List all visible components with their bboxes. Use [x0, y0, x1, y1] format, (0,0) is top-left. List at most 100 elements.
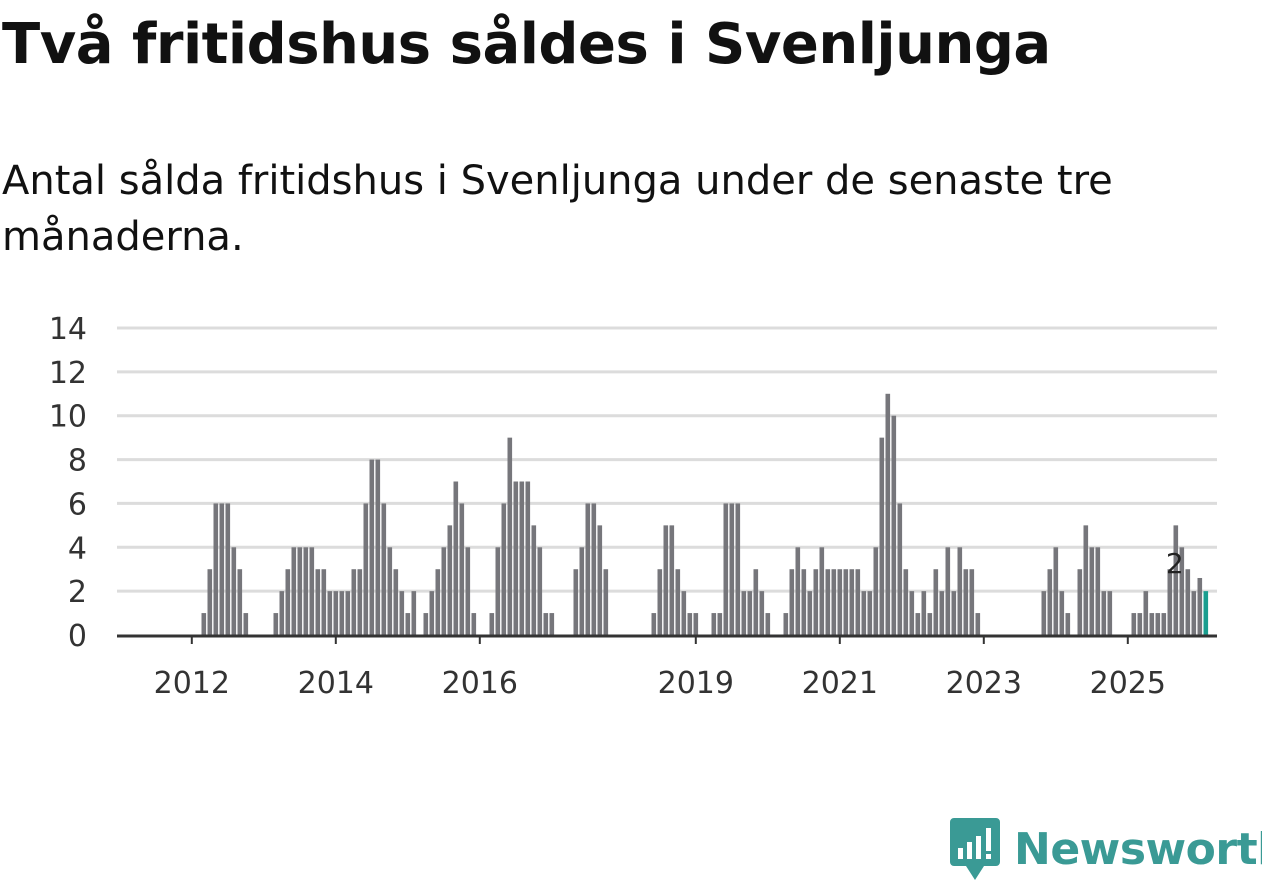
bar: [339, 591, 345, 635]
bar: [1185, 569, 1191, 635]
bar: [357, 569, 363, 635]
bar: [825, 569, 831, 635]
x-tick-label: 2016: [442, 666, 518, 701]
x-axis: 2012 2014 2016 2019 2021 2023 2025: [117, 634, 1217, 701]
bar: [693, 613, 699, 635]
brand-logo: Newsworthy: [950, 818, 1262, 880]
x-tick-label: 2019: [658, 666, 734, 701]
bar: [207, 569, 213, 635]
bar: [327, 591, 333, 635]
bar: [381, 503, 387, 635]
bar: [915, 613, 921, 635]
bar: [297, 547, 303, 635]
bar: [885, 393, 891, 635]
bar: [1083, 525, 1089, 635]
y-tick-label: 6: [68, 487, 87, 522]
bar: [897, 503, 903, 635]
bar: [675, 569, 681, 635]
bar: [279, 591, 285, 635]
bar: [687, 613, 693, 635]
bar: [573, 569, 579, 635]
bar: [579, 547, 585, 635]
bar: [843, 569, 849, 635]
bar: [441, 547, 447, 635]
bar: [753, 569, 759, 635]
bar: [849, 569, 855, 635]
bar: [237, 569, 243, 635]
x-tick-label: 2012: [154, 666, 230, 701]
y-tick-label: 10: [49, 400, 87, 435]
bar: [345, 591, 351, 635]
bar: [201, 613, 207, 635]
bar: [321, 569, 327, 635]
bar: [795, 547, 801, 635]
bar: [909, 591, 915, 635]
bar: [765, 613, 771, 635]
bar: [507, 437, 513, 635]
bar: [393, 569, 399, 635]
y-tick-label: 12: [49, 356, 87, 391]
bar: [291, 547, 297, 635]
bar: [1047, 569, 1053, 635]
bar: [585, 503, 591, 635]
bar: [663, 525, 669, 635]
y-tick-label: 0: [68, 619, 87, 654]
bar: [1173, 525, 1179, 635]
bar: [867, 591, 873, 635]
bar: [453, 481, 459, 635]
bar: [963, 569, 969, 635]
bar: [351, 569, 357, 635]
bar: [969, 569, 975, 635]
bar: [315, 569, 321, 635]
bar: [1131, 613, 1137, 635]
bar: [543, 613, 549, 635]
bar: [1053, 547, 1059, 635]
bar: [933, 569, 939, 635]
bar: [855, 569, 861, 635]
bar: [945, 547, 951, 635]
bar-chart: 0 2 4 6 8 10 12 14 2012 2014 2016 2019 2021 2023 2025…: [49, 312, 1217, 701]
y-tick-label: 14: [49, 312, 87, 347]
bar: [489, 613, 495, 635]
bar: [501, 503, 507, 635]
bar: [423, 613, 429, 635]
bar: [471, 613, 477, 635]
bar: [429, 591, 435, 635]
bar: [759, 591, 765, 635]
bar: [363, 503, 369, 635]
annotations: 2: [1166, 547, 1184, 580]
bar: [951, 591, 957, 635]
bar: [531, 525, 537, 635]
x-tick-label: 2014: [298, 666, 374, 701]
bar: [549, 613, 555, 635]
bar: [1149, 613, 1155, 635]
gridlines: [117, 326, 1217, 593]
bar: [1137, 613, 1143, 635]
bar: [231, 547, 237, 635]
bar: [1107, 591, 1113, 635]
bar: [369, 459, 375, 635]
bar: [375, 459, 381, 635]
bar: [411, 591, 417, 635]
bar: [681, 591, 687, 635]
bar: [879, 437, 885, 635]
bar: [399, 591, 405, 635]
bar: [1095, 547, 1101, 635]
bar: [1161, 613, 1167, 635]
bar: [465, 547, 471, 635]
bar: [651, 613, 657, 635]
bar: [927, 613, 933, 635]
bar: [873, 547, 879, 635]
bar: [1059, 591, 1065, 635]
bar: [603, 569, 609, 635]
bar: [273, 613, 279, 635]
brand-name: Newsworthy: [1014, 823, 1262, 875]
bar: [219, 503, 225, 635]
x-tick-label: 2021: [802, 666, 878, 701]
bar: [447, 525, 453, 635]
bar: [387, 547, 393, 635]
bar: [435, 569, 441, 635]
bar: [591, 503, 597, 635]
bar: [1041, 591, 1047, 635]
bar: [669, 525, 675, 635]
